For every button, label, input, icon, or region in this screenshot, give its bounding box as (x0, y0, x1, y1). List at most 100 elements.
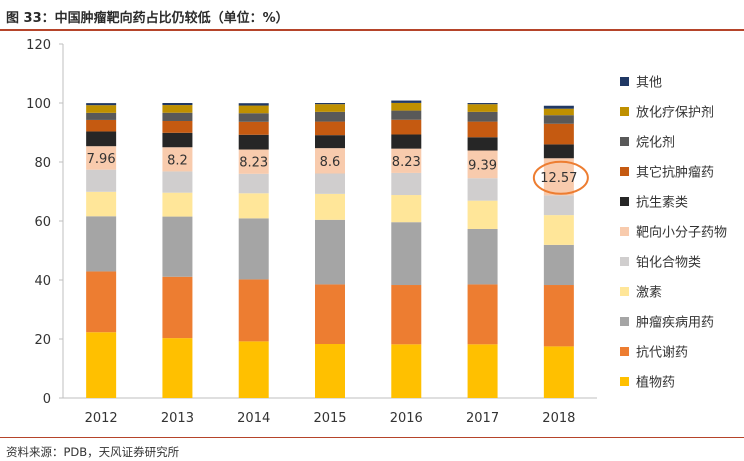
x-tick-label: 2014 (237, 411, 270, 426)
bar-segment (391, 119, 422, 135)
y-tick-label: 80 (34, 156, 51, 171)
bar-segment (86, 103, 117, 106)
bar-segment (315, 121, 345, 136)
bar-segment (467, 137, 498, 151)
bar-segment (162, 171, 193, 193)
bar-segment (543, 195, 574, 216)
legend-swatch (620, 197, 629, 206)
data-label: 8.2 (167, 153, 188, 168)
legend-label: 激素 (636, 286, 662, 301)
legend-swatch (620, 77, 629, 86)
bar-segment (315, 284, 345, 345)
data-label: 7.96 (87, 152, 116, 167)
bar-segment (238, 279, 269, 342)
bar-segment (315, 103, 345, 105)
legend-swatch (620, 167, 629, 176)
y-tick-label: 20 (34, 333, 51, 348)
legend-swatch (620, 137, 629, 146)
bar-segment (391, 172, 422, 196)
bar-segment (162, 216, 193, 277)
y-tick-label: 60 (34, 215, 51, 230)
bar-segment (391, 102, 422, 111)
bar-segment (391, 195, 422, 223)
bar-segment (543, 346, 574, 398)
x-tick-label: 2018 (542, 411, 575, 426)
bar-segment (86, 131, 117, 147)
bar-segment (543, 144, 574, 159)
legend-swatch (620, 227, 629, 236)
x-tick-label: 2012 (85, 411, 118, 426)
bar-segment (467, 200, 498, 229)
bar-segment (315, 219, 345, 285)
bar-segment (238, 103, 269, 106)
x-tick-label: 2013 (161, 411, 194, 426)
bar-segment (391, 134, 422, 149)
bar-segment (467, 344, 498, 398)
stacked-bar-chart: 0 20 40 60 80 100 120 7.96 2012 8.2 2013 8.23 2014 8.… (26, 38, 727, 426)
bar-segment (86, 271, 117, 333)
legend-label: 植物药 (636, 376, 675, 391)
data-label: 12.57 (540, 171, 577, 186)
legend-label: 抗生素类 (636, 196, 688, 211)
bar-segment (543, 244, 574, 286)
legend-label: 肿瘤疾病用药 (636, 315, 714, 331)
bar-segment (315, 148, 345, 174)
figure-title: 图 33：中国肿瘤靶向药占比仍较低（单位：%） (6, 11, 289, 26)
bar-segment (543, 123, 574, 145)
bar-segment (238, 113, 269, 122)
bar-segment (86, 105, 117, 113)
y-tick-label: 100 (26, 97, 51, 112)
bar-segment (238, 134, 269, 150)
x-tick-label: 2016 (390, 411, 423, 426)
legend-swatch (620, 347, 629, 356)
legend-label: 铂化合物类 (636, 255, 701, 271)
bar-segment (315, 135, 345, 149)
bar-segment (467, 121, 498, 138)
bar-segment (162, 147, 193, 172)
bar-segment (467, 103, 498, 105)
legend-swatch (620, 257, 629, 266)
bar-segment (315, 104, 345, 112)
x-tick-label: 2015 (313, 411, 346, 426)
bar-segment (391, 285, 422, 345)
source-note: 资料来源：PDB，天风证券研究所 (6, 445, 180, 459)
highlight-circle (532, 160, 589, 195)
bar-segment (86, 191, 117, 217)
bar-segment (467, 104, 498, 112)
legend-label: 放化疗保护剂 (636, 106, 714, 121)
bar-segment (467, 228, 498, 285)
bar-segment (467, 111, 498, 122)
y-tick-label: 40 (34, 274, 51, 289)
legend-label: 抗代谢药 (636, 345, 688, 361)
data-label: 9.39 (468, 158, 497, 173)
bar-segment (238, 105, 269, 114)
bar-segment (162, 132, 193, 148)
bar-segment (467, 284, 498, 345)
legend-swatch (620, 287, 629, 296)
y-tick-label: 120 (26, 38, 51, 53)
bar-segment (315, 111, 345, 122)
bar-segment (467, 178, 498, 201)
data-label: 8.23 (392, 155, 421, 170)
x-tick-label: 2017 (466, 411, 499, 426)
legend-label: 其他 (636, 76, 662, 91)
bar-segment (315, 344, 345, 398)
bar-segment (86, 216, 117, 272)
bar-segment (543, 108, 574, 116)
bar-segment (238, 218, 269, 280)
bar-segment (162, 276, 193, 339)
bar-segment (543, 285, 574, 347)
y-tick-label: 0 (43, 392, 51, 407)
bar-segment (162, 112, 193, 121)
bar-segment (238, 121, 269, 135)
bar-segment (467, 150, 498, 179)
bar-segment (238, 193, 269, 219)
bar-segment (162, 103, 193, 106)
bar-segment (162, 105, 193, 113)
bar-segment (391, 100, 422, 103)
bar-segment (86, 119, 117, 132)
legend-swatch (620, 107, 629, 116)
bar-segment (238, 149, 269, 174)
legend-swatch (620, 377, 629, 386)
bar-segment (315, 173, 345, 194)
